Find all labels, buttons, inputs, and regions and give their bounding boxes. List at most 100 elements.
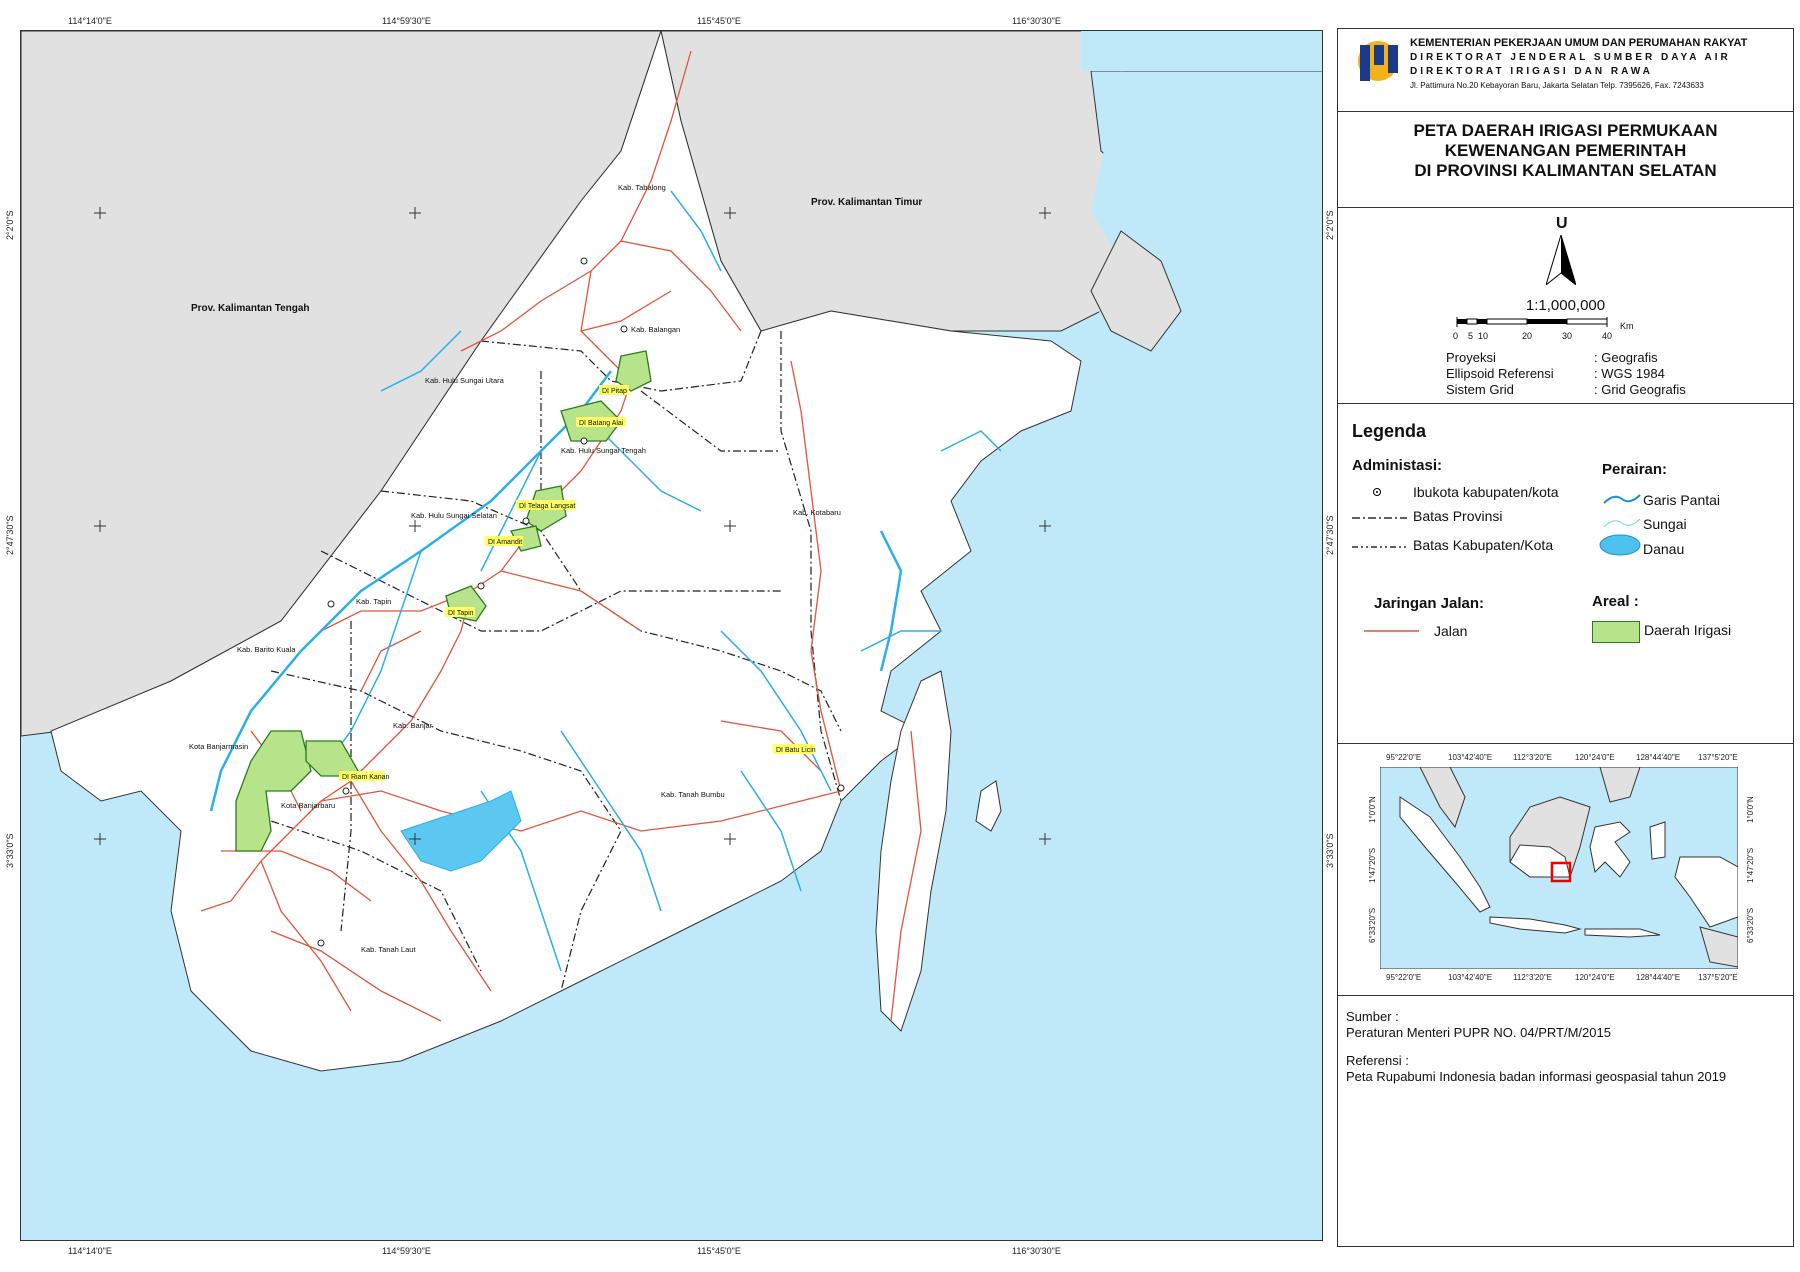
- inset-top-5: 128°44'40"E: [1636, 753, 1681, 762]
- label-balangan: Kab. Balangan: [631, 325, 680, 334]
- label-tapin: Kab. Tapin: [356, 597, 391, 606]
- source-text: Peraturan Menteri PUPR NO. 04/PRT/M/2015: [1346, 1025, 1611, 1040]
- label-kotabaru: Kab. Kotabaru: [793, 508, 841, 517]
- coord-bottom-2: 114°59'30"E: [382, 1246, 431, 1256]
- coord-left-1: 2°2'0"S: [5, 210, 15, 240]
- river-icon: [1603, 518, 1641, 528]
- inset-bottom-4: 120°24'0"E: [1575, 973, 1615, 982]
- legend-water-title: Perairan:: [1602, 461, 1668, 478]
- scale-tick-40: 40: [1602, 331, 1613, 341]
- label-tanahlaut: Kab. Tanah Laut: [361, 945, 416, 954]
- legend-regency-boundary: Batas Kabupaten/Kota: [1413, 537, 1554, 553]
- inset-bottom-3: 112°3'20"E: [1513, 973, 1553, 982]
- label-kalteng: Prov. Kalimantan Tengah: [191, 303, 310, 314]
- grid-crosses: [94, 207, 1051, 845]
- scale-block: U 1:1,000,000 0 5 10 20 30 40 Km Proyeks…: [1338, 207, 1793, 404]
- title-block: PETA DAERAH IRIGASI PERMUKAAN KEWENANGAN…: [1338, 111, 1793, 208]
- inset-bottom-6: 137°5'20"E: [1698, 973, 1738, 982]
- road-icon: [1364, 630, 1419, 632]
- legend-road: Jalan: [1434, 623, 1468, 639]
- legend-admin-title: Administasi:: [1352, 457, 1443, 474]
- legend-area-title: Areal :: [1592, 593, 1639, 610]
- coord-top-3: 115°45'0"E: [697, 16, 741, 26]
- ministry-header: KEMENTERIAN PEKERJAAN UMUM DAN PERUMAHAN…: [1338, 29, 1793, 112]
- label-banjarbaru: Kota Banjarbaru: [281, 801, 335, 810]
- pupr-logo-icon: [1352, 37, 1404, 89]
- inset-left-1: 1°0'0"N: [1368, 796, 1377, 823]
- label-di-riam-kanan: DI Riam Kanan: [342, 774, 390, 781]
- scale-ratio: 1:1,000,000: [1525, 297, 1606, 314]
- scale-tick-0: 0: [1453, 331, 1459, 341]
- scale-unit: Km: [1620, 321, 1634, 331]
- coord-left-3: 3°33'0"S: [5, 833, 15, 868]
- map-canvas: Prov. Kalimantan Timur Prov. Kalimantan …: [21, 31, 1322, 1072]
- proj-value-1: : Geografis: [1594, 350, 1658, 365]
- source-block: Sumber : Peraturan Menteri PUPR NO. 04/P…: [1338, 995, 1793, 1245]
- legend-lake: Danau: [1643, 541, 1685, 557]
- inset-right-2: 1°47'20"S: [1746, 847, 1755, 883]
- inset-bottom-1: 95°22'0"E: [1386, 973, 1422, 982]
- scale-tick-5: 5: [1468, 331, 1474, 341]
- north-label: U: [1556, 215, 1568, 232]
- province-boundary-icon: [1352, 517, 1407, 519]
- title-line-2: KEWENANGAN PEMERINTAH: [1444, 141, 1687, 160]
- directorate: DIREKTORAT IRIGASI DAN RAWA: [1410, 66, 1653, 77]
- scale-bar: [1456, 317, 1608, 327]
- capital-markers: [317, 257, 845, 947]
- coord-right-1: 2°2'0"S: [1325, 210, 1335, 240]
- side-panel: KEMENTERIAN PEKERJAAN UMUM DAN PERUMAHAN…: [1337, 28, 1794, 1247]
- regency-boundary-icon: [1352, 546, 1407, 548]
- proj-value-3: : Grid Geografis: [1594, 382, 1686, 397]
- label-banjar: Kab. Banjar: [393, 721, 433, 730]
- pulau-laut: [875, 670, 952, 1032]
- coord-bottom-1: 114°14'0"E: [68, 1246, 112, 1256]
- province-land: [50, 31, 1082, 1072]
- capital-symbol-icon: [1373, 488, 1381, 496]
- coord-bottom-4: 116°30'30"E: [1012, 1246, 1061, 1256]
- coord-right-3: 3°33'0"S: [1325, 833, 1335, 868]
- irrigation-labels: DI Pitap DI Batang Alai DI Telaga Langsa…: [339, 385, 816, 781]
- legend-river: Sungai: [1643, 516, 1687, 532]
- label-hsu: Kab. Hulu Sungai Utara: [425, 376, 505, 385]
- label-tabalong: Kab. Tabalong: [618, 183, 666, 192]
- label-di-batu-licin: DI Batu Licin: [776, 747, 816, 754]
- scale-tick-20: 20: [1522, 331, 1533, 341]
- label-hss: Kab. Hulu Sungai Selatan: [411, 511, 497, 520]
- inset-bottom-2: 103°42'40"E: [1448, 973, 1493, 982]
- proj-label-2: Ellipsoid Referensi: [1446, 366, 1554, 381]
- north-arrow-icon: [1546, 235, 1576, 285]
- label-tanahbumbu: Kab. Tanah Bumbu: [661, 790, 725, 799]
- label-banjarmasin: Kota Banjarmasin: [189, 742, 248, 751]
- inset-top-2: 103°42'40"E: [1448, 753, 1493, 762]
- label-di-batang-alai: DI Batang Alai: [579, 420, 624, 427]
- title-line-3: DI PROVINSI KALIMANTAN SELATAN: [1414, 161, 1717, 180]
- address: Jl. Pattimura No.20 Kebayoran Baru, Jaka…: [1410, 81, 1704, 90]
- proj-label-1: Proyeksi: [1446, 350, 1496, 365]
- legend-title: Legenda: [1352, 421, 1427, 441]
- inset-top-1: 95°22'0"E: [1386, 753, 1422, 762]
- irrigation-area-swatch: [1592, 621, 1640, 643]
- label-hst: Kab. Hulu Sungai Tengah: [561, 446, 646, 455]
- reference-heading: Referensi :: [1346, 1053, 1409, 1068]
- lake-riam-kanan: [400, 790, 522, 872]
- label-di-tapin: DI Tapin: [448, 610, 474, 617]
- directorate-general: DIREKTORAT JENDERAL SUMBER DAYA AIR: [1410, 52, 1731, 63]
- legend-block: Legenda Administasi: Ibukota kabupaten/k…: [1338, 403, 1793, 744]
- coord-bottom-3: 115°45'0"E: [697, 1246, 741, 1256]
- label-kaltim: Prov. Kalimantan Timur: [811, 197, 922, 208]
- ministry-name: KEMENTERIAN PEKERJAAN UMUM DAN PERUMAHAN…: [1410, 37, 1748, 49]
- label-di-pitap: DI Pitap: [602, 388, 627, 395]
- inset-left-2: 1°47'20"S: [1368, 847, 1377, 883]
- inset-right-1: 1°0'0"N: [1746, 796, 1755, 823]
- inset-map-block: 95°22'0"E 103°42'40"E 112°3'20"E 120°24'…: [1338, 743, 1793, 996]
- coord-top-2: 114°59'30"E: [382, 16, 431, 26]
- scale-tick-10: 10: [1478, 331, 1489, 341]
- indonesia-inset-map: [1380, 767, 1738, 969]
- legend-capital: Ibukota kabupaten/kota: [1413, 484, 1559, 500]
- coastline-icon: [1603, 494, 1641, 504]
- coord-right-2: 2°47'30"S: [1325, 515, 1335, 555]
- main-map[interactable]: Prov. Kalimantan Timur Prov. Kalimantan …: [20, 30, 1323, 1241]
- label-batola: Kab. Barito Kuala: [237, 645, 296, 654]
- inset-top-4: 120°24'0"E: [1575, 753, 1615, 762]
- legend-coastline: Garis Pantai: [1643, 492, 1721, 508]
